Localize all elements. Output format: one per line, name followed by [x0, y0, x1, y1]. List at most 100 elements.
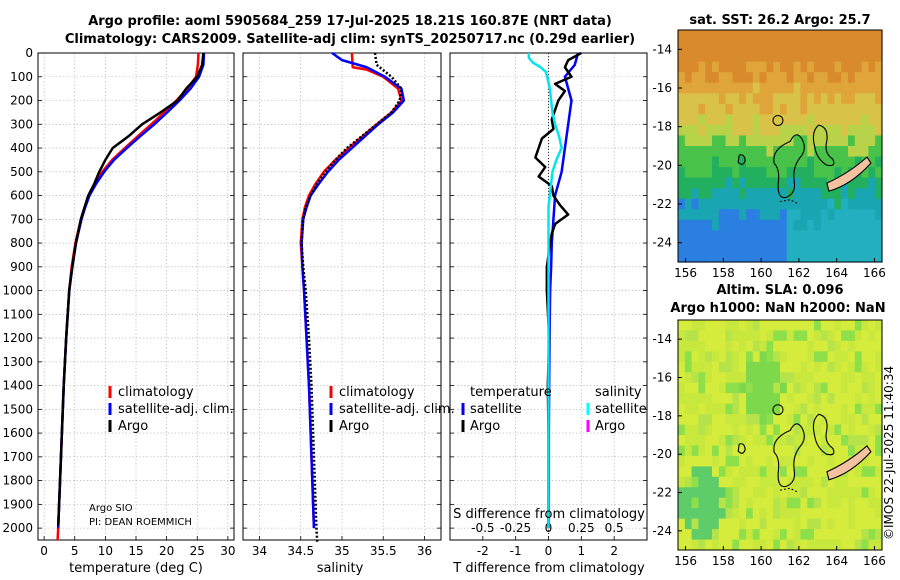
map-cell	[793, 135, 801, 147]
map-cell	[807, 497, 815, 509]
map-cell	[834, 146, 842, 158]
map-cell	[684, 177, 693, 189]
map-cell	[725, 372, 733, 384]
map-cell	[854, 40, 863, 52]
map-cell	[875, 30, 883, 42]
map-cell	[786, 177, 795, 189]
map-cell	[746, 251, 754, 263]
map-cell	[725, 146, 733, 158]
map-cell	[786, 320, 795, 332]
map-cell	[848, 82, 856, 94]
map-cell	[725, 508, 733, 520]
map-cell	[854, 61, 863, 73]
y-tick-label: 1900	[2, 497, 33, 511]
map-cell	[739, 497, 747, 509]
map-cell	[698, 240, 706, 253]
map-cell	[868, 445, 876, 457]
map-cell	[814, 403, 822, 415]
map-cell	[807, 188, 815, 200]
map-cell	[875, 188, 883, 200]
map-cell	[841, 351, 849, 363]
map-cell	[780, 361, 788, 373]
map-cell	[684, 40, 693, 52]
map-cell	[691, 487, 699, 499]
map-cell	[739, 72, 747, 84]
map-cell	[698, 209, 706, 221]
map-cell	[793, 219, 801, 231]
map-cell	[807, 124, 815, 137]
map-cell	[746, 487, 754, 499]
map-cell	[691, 393, 699, 405]
map-cell	[705, 330, 713, 342]
map-cell	[718, 340, 727, 352]
map-cell	[698, 414, 706, 426]
map-cell	[698, 51, 706, 63]
map-cell	[827, 251, 835, 263]
map-cell	[786, 393, 795, 405]
map-cell	[780, 198, 788, 210]
coastline	[779, 487, 799, 493]
map-cell	[800, 340, 808, 352]
map-cell	[854, 320, 863, 332]
map-cell	[712, 487, 720, 499]
map-cell	[759, 240, 767, 253]
coastline	[773, 423, 805, 488]
series-argo	[300, 52, 403, 543]
map-cell	[718, 135, 727, 147]
map-cell	[841, 114, 849, 126]
map-cell	[807, 93, 815, 105]
map-cell	[800, 240, 808, 253]
map-cell	[848, 414, 856, 426]
s-tick-label: 0.25	[568, 521, 595, 535]
map-cell	[759, 30, 767, 42]
map-cell	[868, 30, 876, 42]
map-cell	[766, 414, 774, 426]
map-cell	[848, 51, 856, 63]
map-cell	[773, 455, 781, 467]
map-cell	[780, 466, 788, 478]
map-cell	[712, 177, 720, 189]
map-cell	[746, 30, 754, 42]
map-cell	[718, 455, 727, 467]
map-cell	[786, 414, 795, 426]
map-cell	[678, 330, 686, 342]
map-cell	[739, 372, 747, 384]
map-cell	[773, 251, 781, 263]
map-cell	[814, 529, 822, 541]
map-cell	[739, 219, 747, 231]
map-cell	[820, 93, 829, 105]
map-cell	[875, 445, 883, 457]
map-cell	[698, 476, 706, 488]
map-cell	[814, 188, 822, 200]
map-cell	[861, 508, 869, 520]
map-cell	[820, 466, 829, 478]
map-cell	[698, 529, 706, 541]
map-cell	[766, 61, 774, 73]
map-cell	[854, 188, 863, 200]
map-cell	[861, 539, 869, 551]
map-cell	[854, 240, 863, 253]
x-tick-label: 1	[578, 544, 586, 558]
map-cell	[752, 103, 761, 115]
map-cell	[732, 61, 740, 73]
map-cell	[848, 487, 856, 499]
map-cell	[698, 72, 706, 84]
map-cell	[752, 487, 761, 499]
map-cell	[827, 508, 835, 520]
x-tick-label: 30	[220, 544, 235, 558]
map-cell	[746, 393, 754, 405]
legend-argo-label: Argo	[339, 419, 369, 434]
map-cell	[814, 414, 822, 426]
map-cell	[759, 198, 767, 210]
map-cell	[698, 30, 706, 42]
map-cell	[834, 61, 842, 73]
map-cell	[746, 177, 754, 189]
map-cell	[718, 497, 727, 509]
map-cell	[834, 414, 842, 426]
map-cell	[684, 209, 693, 221]
map-cell	[684, 476, 693, 488]
map-cell	[678, 539, 686, 551]
map-cell	[725, 177, 733, 189]
map-cell	[712, 320, 720, 332]
map-cell	[766, 40, 774, 52]
